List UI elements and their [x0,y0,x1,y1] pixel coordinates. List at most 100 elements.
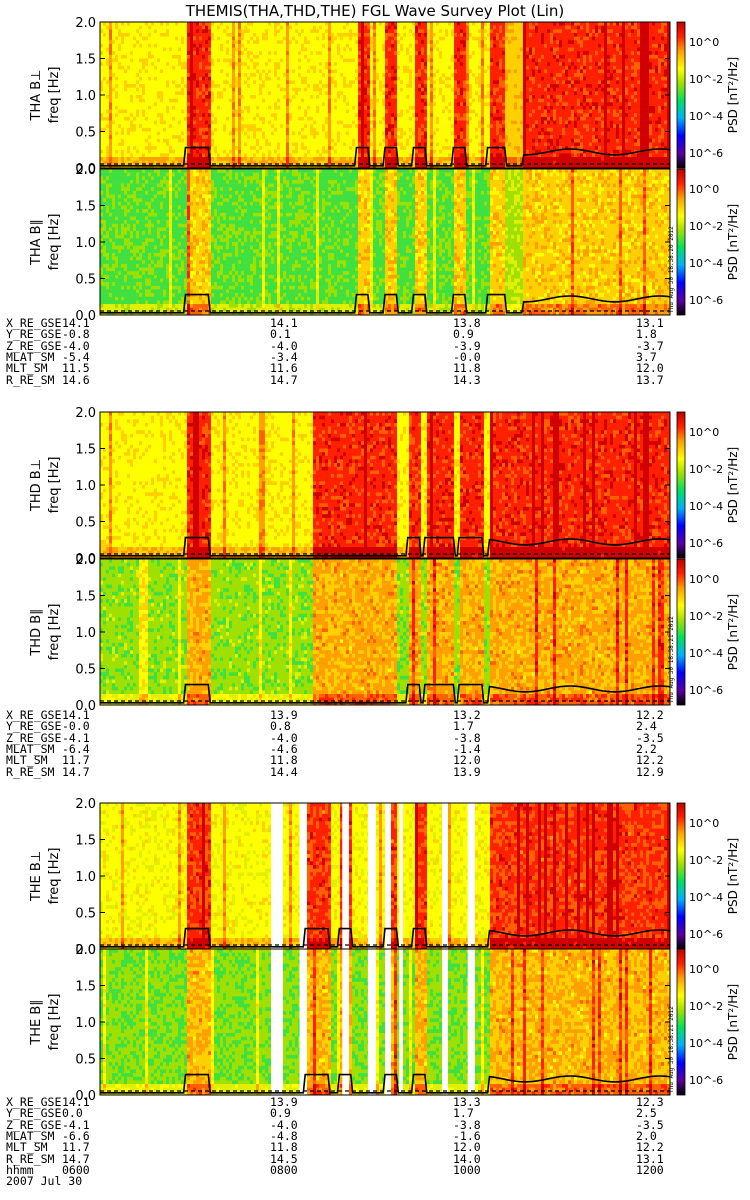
colorbar-tick-label: 10^-6 [689,537,723,550]
colorbar-tick-label: 10^-6 [689,928,723,941]
y-tick-label: 1.5 [75,590,96,605]
y-axis-unit: freq [Hz] [47,214,62,271]
data-gap [368,803,374,949]
colorbar-tick-label: 10^0 [689,817,719,830]
colorbar-tick-label: 10^0 [689,573,719,586]
y-axis-unit: freq [Hz] [47,67,62,124]
spectrogram-cells [100,22,670,168]
colorbar [677,412,685,558]
ephemeris-value: 14.7 [270,375,298,386]
y-tick-label: 2.0 [75,797,96,812]
spectrogram-cells [100,169,670,315]
colorbar-tick-label: 10^0 [689,36,719,49]
y-tick-label: 1.0 [75,236,96,251]
colorbar-tick-label: 10^-4 [689,257,723,270]
data-gap [271,803,282,949]
colorbar-tick-label: 10^0 [689,183,719,196]
ephemeris-value: 14.7 [62,767,90,778]
figure-title: THEMIS(THA,THD,THE) FGL Wave Survey Plot… [0,2,750,20]
data-gap [271,949,282,1095]
y-tick-label: 0.5 [75,273,96,288]
data-gap [300,949,306,1095]
timestamp-stamp: Thu Aug 30 18:38:20 2012 [668,226,675,313]
colorbar-label: PSD [nT²/Hz] [726,984,740,1060]
data-gap [342,803,348,949]
colorbar-tick-label: 10^-2 [689,73,723,86]
data-gap [468,803,474,949]
y-tick-label: 2.0 [75,406,96,421]
data-gap [442,803,448,949]
y-tick-label: 0.5 [75,1053,96,1068]
colorbar-tick-label: 10^-4 [689,647,723,660]
colorbar-label: PSD [nT²/Hz] [726,594,740,670]
y-tick-label: 1.5 [75,834,96,849]
data-gap [468,949,474,1095]
colorbar-tick-label: 10^-2 [689,463,723,476]
y-axis-label: THE B⊥ [29,851,44,902]
data-gap [442,949,448,1095]
ephemeris-label: R_RE_SM [6,767,54,778]
spectrogram-cells [100,412,670,558]
colorbar-tick-label: 10^-6 [689,147,723,160]
data-gap [399,949,402,1095]
colorbar [677,803,685,949]
colorbar-tick-label: 10^-2 [689,1000,723,1013]
colorbar-label: PSD [nT²/Hz] [726,447,740,523]
y-tick-label: 1.5 [75,980,96,995]
ephemeris-value: 13.7 [636,375,664,386]
colorbar [677,169,685,315]
ephemeris-label: R_RE_SM [6,375,54,386]
y-tick-label: 0.5 [75,516,96,531]
data-gap [368,949,374,1095]
y-axis-label: THE B∥ [29,999,44,1045]
y-tick-label: 1.0 [75,1016,96,1031]
colorbar-tick-label: 10^0 [689,963,719,976]
y-tick-label: 2.0 [75,943,96,958]
colorbar-tick-label: 10^-4 [689,891,723,904]
ephemeris-value: 14.3 [453,375,481,386]
colorbar-tick-label: 10^-2 [689,220,723,233]
y-tick-label: 1.5 [75,53,96,68]
y-axis-unit: freq [Hz] [47,604,62,661]
ephemeris-value: 1000 [453,1165,481,1176]
y-tick-label: 2.0 [75,163,96,178]
y-tick-label: 1.0 [75,89,96,104]
y-axis-label: THD B⊥ [29,459,44,512]
timestamp-stamp: Thu Aug 30 18:38:21 2012 [668,616,675,703]
ephemeris-value: 12.9 [636,767,664,778]
ephemeris-value: 1200 [636,1165,664,1176]
y-axis-label: THD B∥ [29,608,44,656]
y-axis-unit: freq [Hz] [47,848,62,905]
y-tick-label: 1.5 [75,200,96,215]
data-gap [342,949,348,1095]
y-tick-label: 1.0 [75,479,96,494]
y-tick-label: 2.0 [75,553,96,568]
colorbar-tick-label: 10^-4 [689,500,723,513]
y-axis-label: THA B∥ [29,219,44,266]
colorbar-label: PSD [nT²/Hz] [726,57,740,133]
colorbar-tick-label: 10^-2 [689,854,723,867]
y-tick-label: 0.5 [75,907,96,922]
y-axis-unit: freq [Hz] [47,994,62,1051]
colorbar-tick-label: 10^-6 [689,1074,723,1087]
colorbar [677,559,685,705]
colorbar [677,22,685,168]
data-gap [300,803,306,949]
ephemeris-value: 0800 [270,1165,298,1176]
ephemeris-value: 13.9 [453,767,481,778]
ephemeris-value: 14.4 [270,767,298,778]
timestamp-stamp: Thu Aug 30 18:38:21 2012 [668,1006,675,1093]
colorbar-tick-label: 10^-4 [689,1037,723,1050]
colorbar-tick-label: 10^-6 [689,684,723,697]
y-tick-label: 1.5 [75,443,96,458]
y-tick-label: 1.0 [75,626,96,641]
colorbar-label: PSD [nT²/Hz] [726,838,740,914]
spectrogram-cells [100,559,670,705]
ephemeris-value: 14.6 [62,375,90,386]
